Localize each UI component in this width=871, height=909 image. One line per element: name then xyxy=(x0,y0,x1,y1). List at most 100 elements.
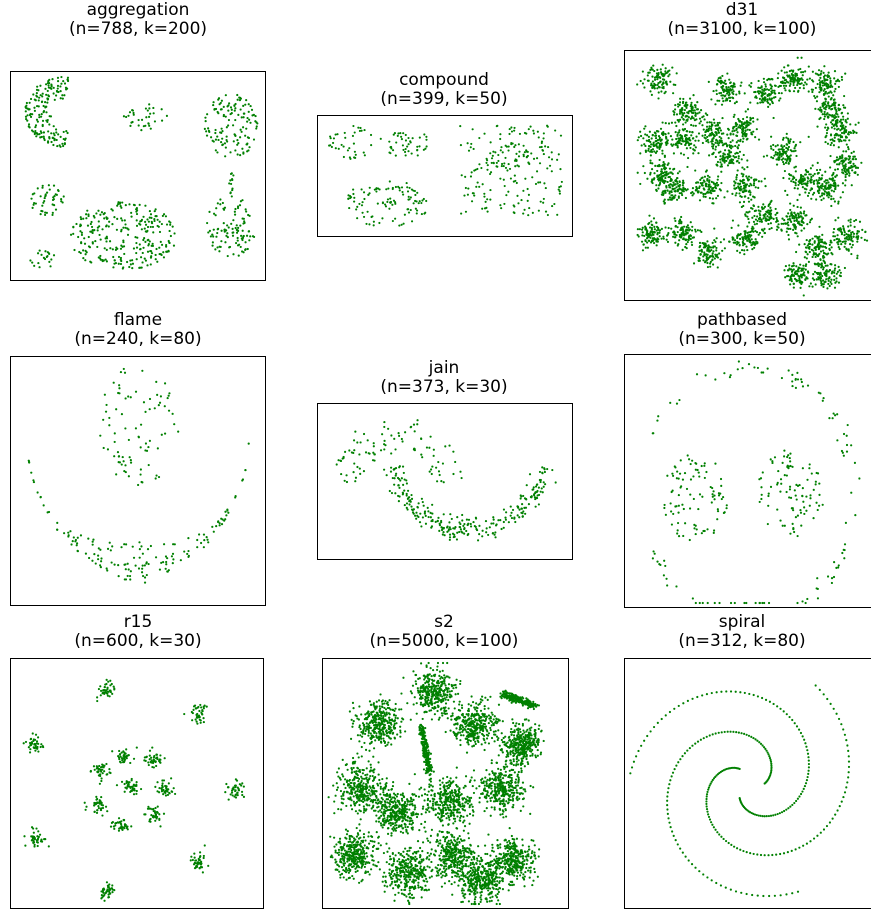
data-point xyxy=(848,174,851,177)
data-point xyxy=(749,239,752,243)
data-point xyxy=(839,227,842,230)
data-point xyxy=(508,128,511,131)
data-point xyxy=(236,206,240,210)
data-point xyxy=(834,187,837,191)
data-point xyxy=(391,149,395,152)
data-point xyxy=(420,453,423,456)
data-point xyxy=(47,84,50,87)
data-point xyxy=(650,137,653,140)
data-point xyxy=(791,215,794,218)
subplot-pathbased: pathbased (n=300, k=50) xyxy=(613,310,871,608)
data-point xyxy=(740,158,743,161)
data-point xyxy=(800,71,803,74)
data-point xyxy=(761,235,764,238)
data-point xyxy=(647,147,650,150)
data-point xyxy=(759,210,762,213)
data-point xyxy=(690,110,693,113)
data-point xyxy=(793,77,796,80)
data-point xyxy=(29,115,33,118)
data-point xyxy=(427,515,430,519)
data-point xyxy=(518,150,521,153)
data-point xyxy=(657,184,661,187)
data-point xyxy=(825,269,828,272)
data-point xyxy=(706,240,709,243)
data-point xyxy=(42,131,45,134)
data-point xyxy=(833,70,837,73)
data-point xyxy=(817,191,821,195)
data-point xyxy=(448,533,452,536)
data-point xyxy=(837,107,840,110)
data-point xyxy=(416,148,419,152)
data-point xyxy=(686,224,689,227)
cluster-25 xyxy=(728,213,766,256)
data-point xyxy=(356,465,359,469)
data-point xyxy=(466,142,469,145)
data-point xyxy=(828,177,831,180)
data-point xyxy=(703,118,706,121)
data-point xyxy=(640,228,644,231)
data-point xyxy=(385,474,388,477)
data-point xyxy=(694,146,697,149)
data-point xyxy=(232,140,235,143)
data-point xyxy=(799,286,802,289)
data-point xyxy=(830,141,833,145)
cluster-23 xyxy=(636,214,670,252)
data-point xyxy=(670,121,674,124)
data-point xyxy=(755,231,759,234)
data-point xyxy=(91,543,94,546)
data-point xyxy=(153,217,156,221)
data-point xyxy=(794,149,797,152)
data-point xyxy=(61,94,64,97)
data-point xyxy=(95,212,98,215)
data-point xyxy=(412,508,415,511)
data-point xyxy=(813,270,817,273)
data-point xyxy=(236,139,239,142)
cluster-27 xyxy=(832,216,869,260)
data-point xyxy=(825,275,828,278)
data-point xyxy=(109,247,112,250)
data-point xyxy=(821,174,824,177)
data-point xyxy=(718,135,721,139)
data-point xyxy=(73,248,76,252)
data-point xyxy=(845,172,849,176)
data-point xyxy=(797,266,800,269)
data-point xyxy=(816,161,819,164)
data-point xyxy=(160,222,163,226)
data-point xyxy=(139,468,142,471)
data-point xyxy=(465,518,469,521)
data-point xyxy=(758,97,761,100)
data-point xyxy=(407,496,410,499)
data-point xyxy=(370,144,373,147)
data-point xyxy=(754,95,758,98)
data-point xyxy=(781,146,784,149)
data-point xyxy=(234,149,237,152)
data-point xyxy=(758,220,762,223)
data-point xyxy=(823,74,827,77)
data-point xyxy=(832,94,835,97)
data-point xyxy=(686,103,689,107)
data-point xyxy=(819,271,822,274)
data-point xyxy=(138,548,141,551)
data-point xyxy=(172,543,175,546)
data-point xyxy=(403,489,406,492)
data-point xyxy=(222,207,225,210)
data-point xyxy=(830,104,833,108)
data-point xyxy=(662,192,665,195)
data-point xyxy=(770,226,773,230)
data-point xyxy=(678,192,681,195)
data-point xyxy=(743,232,747,236)
data-point xyxy=(801,78,804,81)
data-point xyxy=(229,151,232,154)
data-point xyxy=(104,410,108,413)
data-point xyxy=(757,180,761,183)
data-point xyxy=(156,447,159,450)
data-point xyxy=(774,207,777,211)
data-point xyxy=(106,217,109,220)
data-point xyxy=(485,527,488,530)
data-point xyxy=(717,151,721,154)
data-point xyxy=(706,121,709,124)
data-point xyxy=(407,211,411,214)
data-point xyxy=(137,567,141,570)
data-point xyxy=(238,99,242,102)
data-point xyxy=(644,125,647,128)
